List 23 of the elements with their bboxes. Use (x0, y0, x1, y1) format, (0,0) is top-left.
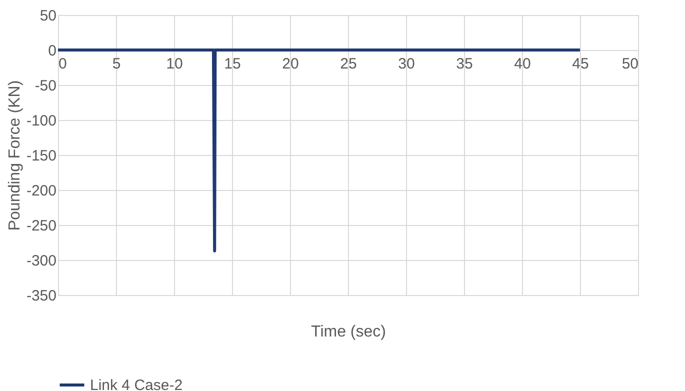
x-tick-label: 10 (166, 56, 183, 72)
y-axis-title: Pounding Force (KN) (6, 80, 24, 231)
y-tick-label: -300 (26, 252, 56, 270)
x-tick-label: 35 (456, 56, 473, 72)
x-tick-label: 40 (514, 56, 531, 72)
y-tick-label: -200 (26, 182, 56, 200)
y-tick-label: -100 (26, 112, 56, 130)
y-tick-label: -350 (26, 288, 56, 304)
x-tick-label: 25 (340, 56, 357, 72)
x-tick-label: 0 (58, 56, 67, 72)
x-tick-label: 5 (112, 56, 121, 72)
y-tick-label: -250 (26, 218, 56, 234)
y-tick-label: 50 (40, 8, 56, 24)
y-tick-label: -150 (26, 148, 56, 164)
x-axis-title: Time (sec) (311, 324, 386, 340)
x-tick-label: 45 (572, 56, 589, 72)
legend-label: Link 4 Case-2 (90, 377, 183, 391)
y-tick-label: -50 (34, 78, 56, 94)
x-tick-label: 50 (622, 56, 638, 72)
x-tick-label: 20 (282, 56, 299, 72)
y-tick-label: 0 (48, 42, 56, 60)
x-tick-label: 30 (398, 56, 415, 72)
x-tick-label: 15 (224, 56, 241, 72)
